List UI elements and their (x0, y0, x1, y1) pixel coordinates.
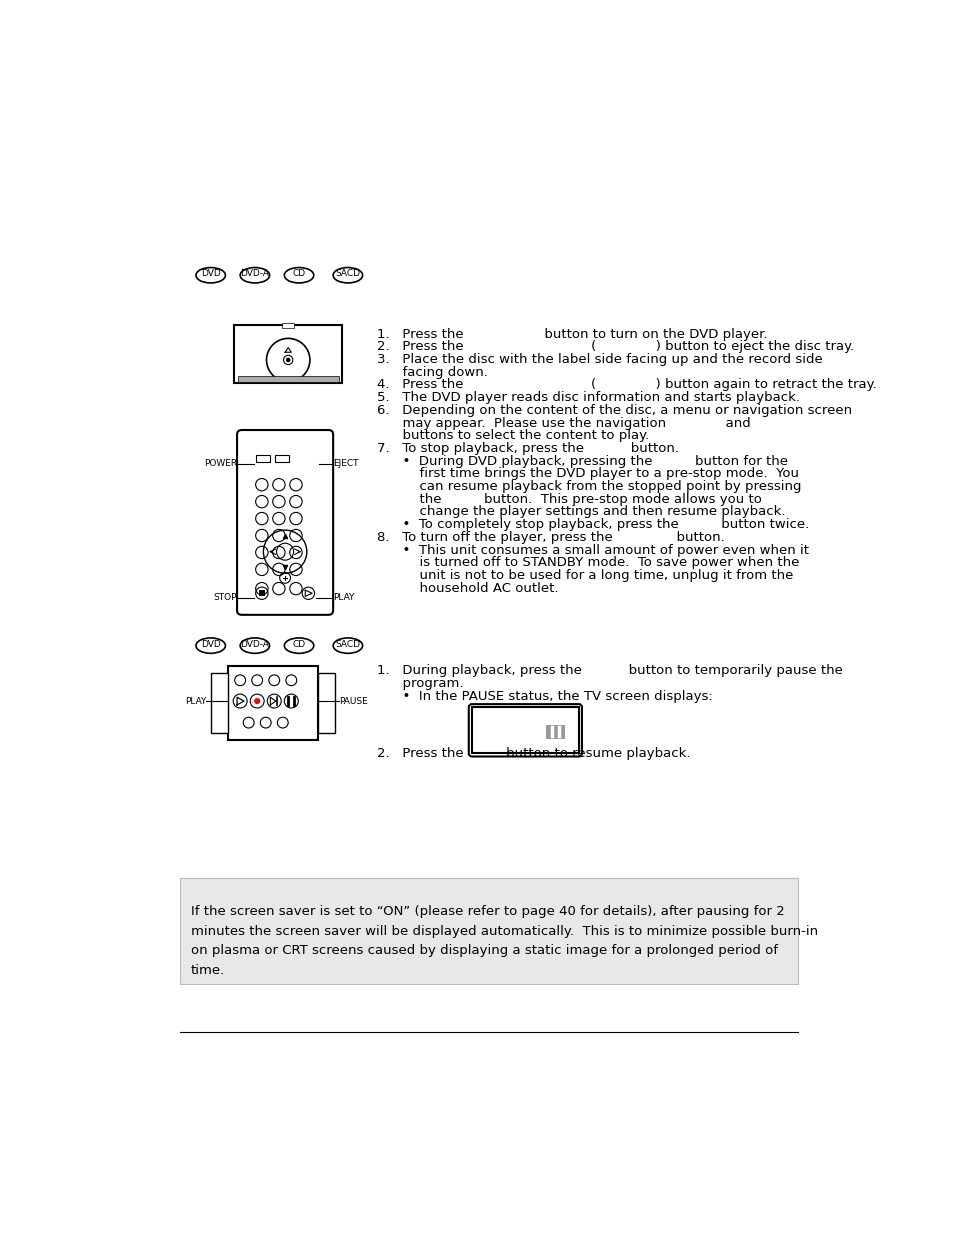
Bar (546, 725, 564, 739)
Text: 1.   Press the                   button to turn on the DVD player.: 1. Press the button to turn on the DVD p… (377, 327, 767, 341)
Text: facing down.: facing down. (377, 366, 488, 379)
Text: 3.   Place the disc with the label side facing up and the record side: 3. Place the disc with the label side fa… (377, 353, 822, 366)
Bar (317, 673, 335, 734)
Text: •  During DVD playback, pressing the          button for the: • During DVD playback, pressing the butt… (377, 454, 787, 468)
Text: PAUSE: PAUSE (339, 697, 368, 705)
FancyBboxPatch shape (236, 430, 333, 615)
Text: 2.   Press the                              (              ) button to eject the: 2. Press the ( ) button to eject the (377, 341, 854, 353)
Text: EJECT: EJECT (333, 459, 358, 468)
Text: SACD: SACD (335, 269, 360, 278)
Bar (211, 673, 228, 734)
Text: the          button.  This pre-stop mode allows you to: the button. This pre-stop mode allows yo… (377, 493, 761, 506)
Bar (274, 454, 289, 462)
Text: PLAY: PLAY (185, 697, 206, 705)
Bar (256, 454, 270, 462)
Text: CD: CD (293, 640, 305, 648)
Bar (233, 325, 342, 383)
Text: 5.   The DVD player reads disc information and starts playback.: 5. The DVD player reads disc information… (377, 391, 800, 404)
Text: DVD-A: DVD-A (240, 269, 269, 278)
Text: 4.   Press the                              (              ) button again to ret: 4. Press the ( ) button again to ret (377, 378, 876, 391)
Text: can resume playback from the stopped point by pressing: can resume playback from the stopped poi… (377, 480, 801, 493)
Bar (282, 324, 294, 327)
Bar (237, 377, 338, 382)
Text: program.: program. (377, 677, 463, 690)
Circle shape (253, 698, 260, 704)
Text: buttons to select the content to play.: buttons to select the content to play. (377, 430, 649, 442)
Circle shape (286, 358, 291, 362)
Bar (179, 967, 798, 984)
Bar (472, 708, 578, 753)
Text: CD: CD (293, 269, 305, 278)
Text: change the player settings and then resume playback.: change the player settings and then resu… (377, 505, 785, 519)
Text: DVD-A: DVD-A (240, 640, 269, 648)
Bar (179, 878, 798, 967)
Text: •  To completely stop playback, press the          button twice.: • To completely stop playback, press the… (377, 519, 809, 531)
Bar (179, 878, 798, 984)
Text: first time brings the DVD player to a pre-stop mode.  You: first time brings the DVD player to a pr… (377, 467, 799, 480)
Text: may appear.  Please use the navigation              and: may appear. Please use the navigation an… (377, 416, 750, 430)
Text: 8.   To turn off the player, press the               button.: 8. To turn off the player, press the but… (377, 531, 724, 543)
Bar (228, 667, 317, 740)
Text: DVD: DVD (201, 640, 220, 648)
Text: PLAY: PLAY (333, 593, 355, 603)
Text: SACD: SACD (335, 640, 360, 648)
Text: 6.   Depending on the content of the disc, a menu or navigation screen: 6. Depending on the content of the disc,… (377, 404, 852, 417)
Text: household AC outlet.: household AC outlet. (377, 582, 558, 595)
Text: STOP: STOP (213, 593, 236, 603)
Text: •  This unit consumes a small amount of power even when it: • This unit consumes a small amount of p… (377, 543, 808, 557)
Text: •  In the PAUSE status, the TV screen displays:: • In the PAUSE status, the TV screen dis… (377, 689, 712, 703)
Text: POWER: POWER (204, 459, 236, 468)
Bar (258, 590, 265, 597)
Text: 1.   During playback, press the           button to temporarily pause the: 1. During playback, press the button to … (377, 664, 842, 677)
Text: 2.   Press the          button to resume playback.: 2. Press the button to resume playback. (377, 747, 690, 760)
Text: 7.   To stop playback, press the           button.: 7. To stop playback, press the button. (377, 442, 679, 454)
Text: is turned off to STANDBY mode.  To save power when the: is turned off to STANDBY mode. To save p… (377, 556, 799, 569)
Text: If the screen saver is set to “ON” (please refer to page 40 for details), after : If the screen saver is set to “ON” (plea… (191, 905, 817, 977)
Text: DVD: DVD (201, 269, 220, 278)
Text: unit is not to be used for a long time, unplug it from the: unit is not to be used for a long time, … (377, 569, 793, 582)
